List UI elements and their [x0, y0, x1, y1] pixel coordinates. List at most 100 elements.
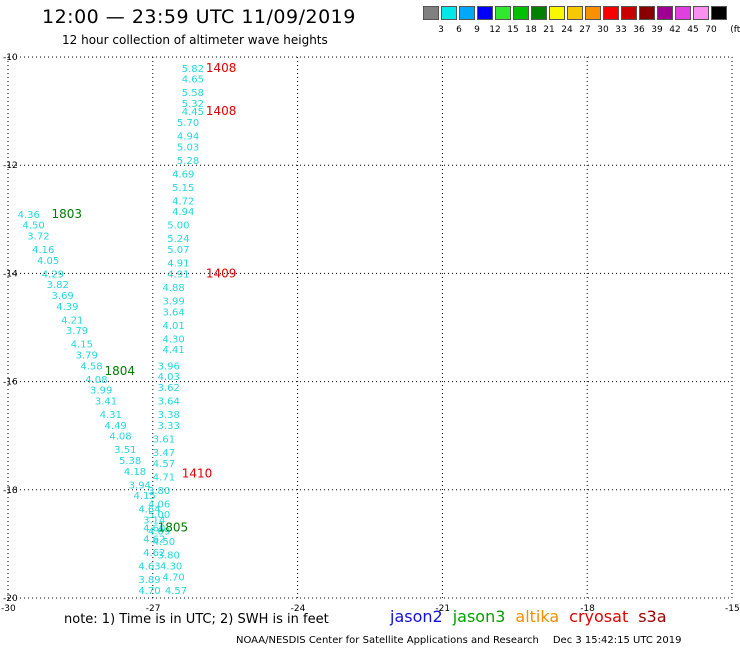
swh-value: 3.14 — [143, 516, 165, 527]
swh-value: 5.28 — [177, 156, 199, 167]
swh-value: 4.31 — [100, 410, 122, 421]
footer-credit: NOAA/NESDIS Center for Satellite Applica… — [236, 635, 539, 646]
colorbar-swatch — [711, 6, 727, 20]
lon-tick-label: -15 — [725, 604, 740, 614]
colorbar-swatch — [585, 6, 601, 20]
swh-value: 4.49 — [105, 421, 127, 432]
swh-value: 3.79 — [66, 326, 88, 337]
colorbar-swatch — [441, 6, 457, 20]
colorbar-swatch — [495, 6, 511, 20]
swh-value: 4.71 — [153, 472, 175, 483]
pass-label: 1408 — [206, 104, 237, 118]
lat-tick-label: -14 — [3, 269, 18, 279]
map-subtitle: 12 hour collection of altimeter wave hei… — [62, 33, 328, 47]
swh-value: 4.65 — [182, 75, 204, 86]
legend-s3a: s3a — [638, 607, 667, 626]
swh-value: 3.99 — [90, 386, 112, 397]
colorbar-label: 21 — [543, 25, 555, 35]
satellite-legend: jason2 jason3 altika cryosat s3a — [390, 607, 677, 626]
swh-value: 3.38 — [158, 410, 180, 421]
map-title: 12:00 — 23:59 UTC 11/09/2019 — [42, 6, 356, 28]
colorbar-label: 6 — [456, 25, 462, 35]
colorbar-label: 33 — [615, 25, 627, 35]
lon-tick-label: -30 — [1, 604, 16, 614]
swh-value: 4.50 — [153, 537, 175, 548]
colorbar-label: 27 — [579, 25, 591, 35]
pass-label: 1410 — [182, 467, 213, 481]
legend-cryosat: cryosat — [569, 607, 629, 626]
swh-value: 4.03 — [158, 372, 180, 383]
swh-value: 4.45 — [182, 107, 204, 118]
colorbar-label: 36 — [633, 25, 645, 35]
swh-value: 4.60 — [143, 524, 165, 535]
swh-value: 3.62 — [158, 383, 180, 394]
colorbar-swatch — [531, 6, 547, 20]
colorbar-label: 30 — [597, 25, 609, 35]
swh-value: 4.70 — [138, 586, 160, 597]
lon-tick-label: -24 — [291, 604, 306, 614]
colorbar-swatch — [567, 6, 583, 20]
colorbar-swatch — [513, 6, 529, 20]
colorbar-label: 39 — [651, 25, 663, 35]
swh-value: 3.64 — [162, 307, 184, 318]
swh-value: 4.05 — [37, 256, 59, 267]
swh-value: 3.61 — [153, 434, 175, 445]
swh-value: 4.94 — [172, 207, 194, 218]
legend-jason2: jason2 — [390, 607, 443, 626]
colorbar-label: 42 — [669, 25, 681, 35]
colorbar-label: 70 — [705, 25, 717, 35]
colorbar-swatch — [693, 6, 709, 20]
swh-value: 3.33 — [158, 421, 180, 432]
colorbar-swatch — [477, 6, 493, 20]
swh-value: 4.30 — [162, 334, 184, 345]
swh-value: 3.96 — [158, 361, 180, 372]
lat-tick-label: -20 — [3, 594, 18, 604]
lat-tick-label: -12 — [3, 161, 18, 171]
swh-value: 4.94 — [177, 131, 199, 142]
lon-tick-label: -18 — [580, 604, 595, 614]
lon-tick-label: -21 — [435, 604, 450, 614]
colorbar-label: 3 — [438, 25, 444, 35]
swh-value: 4.21 — [61, 315, 83, 326]
lat-tick-label: -10 — [3, 53, 18, 63]
lat-tick-label: -16 — [3, 378, 18, 388]
colorbar-label: 9 — [474, 25, 480, 35]
swh-value: 4.39 — [56, 302, 78, 313]
colorbar-swatch — [621, 6, 637, 20]
swh-value: 3.69 — [51, 291, 73, 302]
swh-value: 4.15 — [133, 491, 155, 502]
swh-value: 4.91 — [167, 259, 189, 270]
colorbar-label: 18 — [525, 25, 537, 35]
swh-value: 3.64 — [158, 397, 180, 408]
lat-tick-label: -18 — [3, 486, 18, 496]
colorbar-label: 45 — [687, 25, 699, 35]
swh-value: 4.62 — [143, 548, 165, 559]
swh-value: 3.80 — [158, 551, 180, 562]
swh-value: 3.72 — [27, 232, 49, 243]
colorbar-swatch — [675, 6, 691, 20]
colorbar-swatch — [603, 6, 619, 20]
pass-label: 1803 — [51, 207, 82, 221]
swh-value: 4.15 — [71, 340, 93, 351]
swh-value: 3.82 — [47, 280, 69, 291]
swh-value: 4.64 — [138, 505, 160, 516]
swh-value: 5.07 — [167, 245, 189, 256]
swh-value: 5.38 — [119, 456, 141, 467]
swh-value: 5.32 — [182, 99, 204, 110]
swh-value: 4.29 — [42, 269, 64, 280]
colorbar-unit: (ft) — [730, 25, 740, 35]
swh-value: 4.62 — [143, 534, 165, 545]
footer-timestamp: Dec 3 15:42:15 UTC 2019 — [552, 635, 682, 646]
swh-value: 5.58 — [182, 88, 204, 99]
colorbar-label: 15 — [507, 25, 519, 35]
swh-value: 4.08 — [109, 432, 131, 443]
colorbar-swatch — [549, 6, 565, 20]
swh-value: 4.57 — [153, 459, 175, 470]
swh-value: 4.18 — [124, 467, 146, 478]
swh-value: 4.72 — [172, 196, 194, 207]
pass-label: 1408 — [206, 61, 237, 75]
swh-value: 5.82 — [182, 64, 204, 75]
swh-value: 4.30 — [160, 562, 182, 573]
swh-value: 3.79 — [76, 351, 98, 362]
